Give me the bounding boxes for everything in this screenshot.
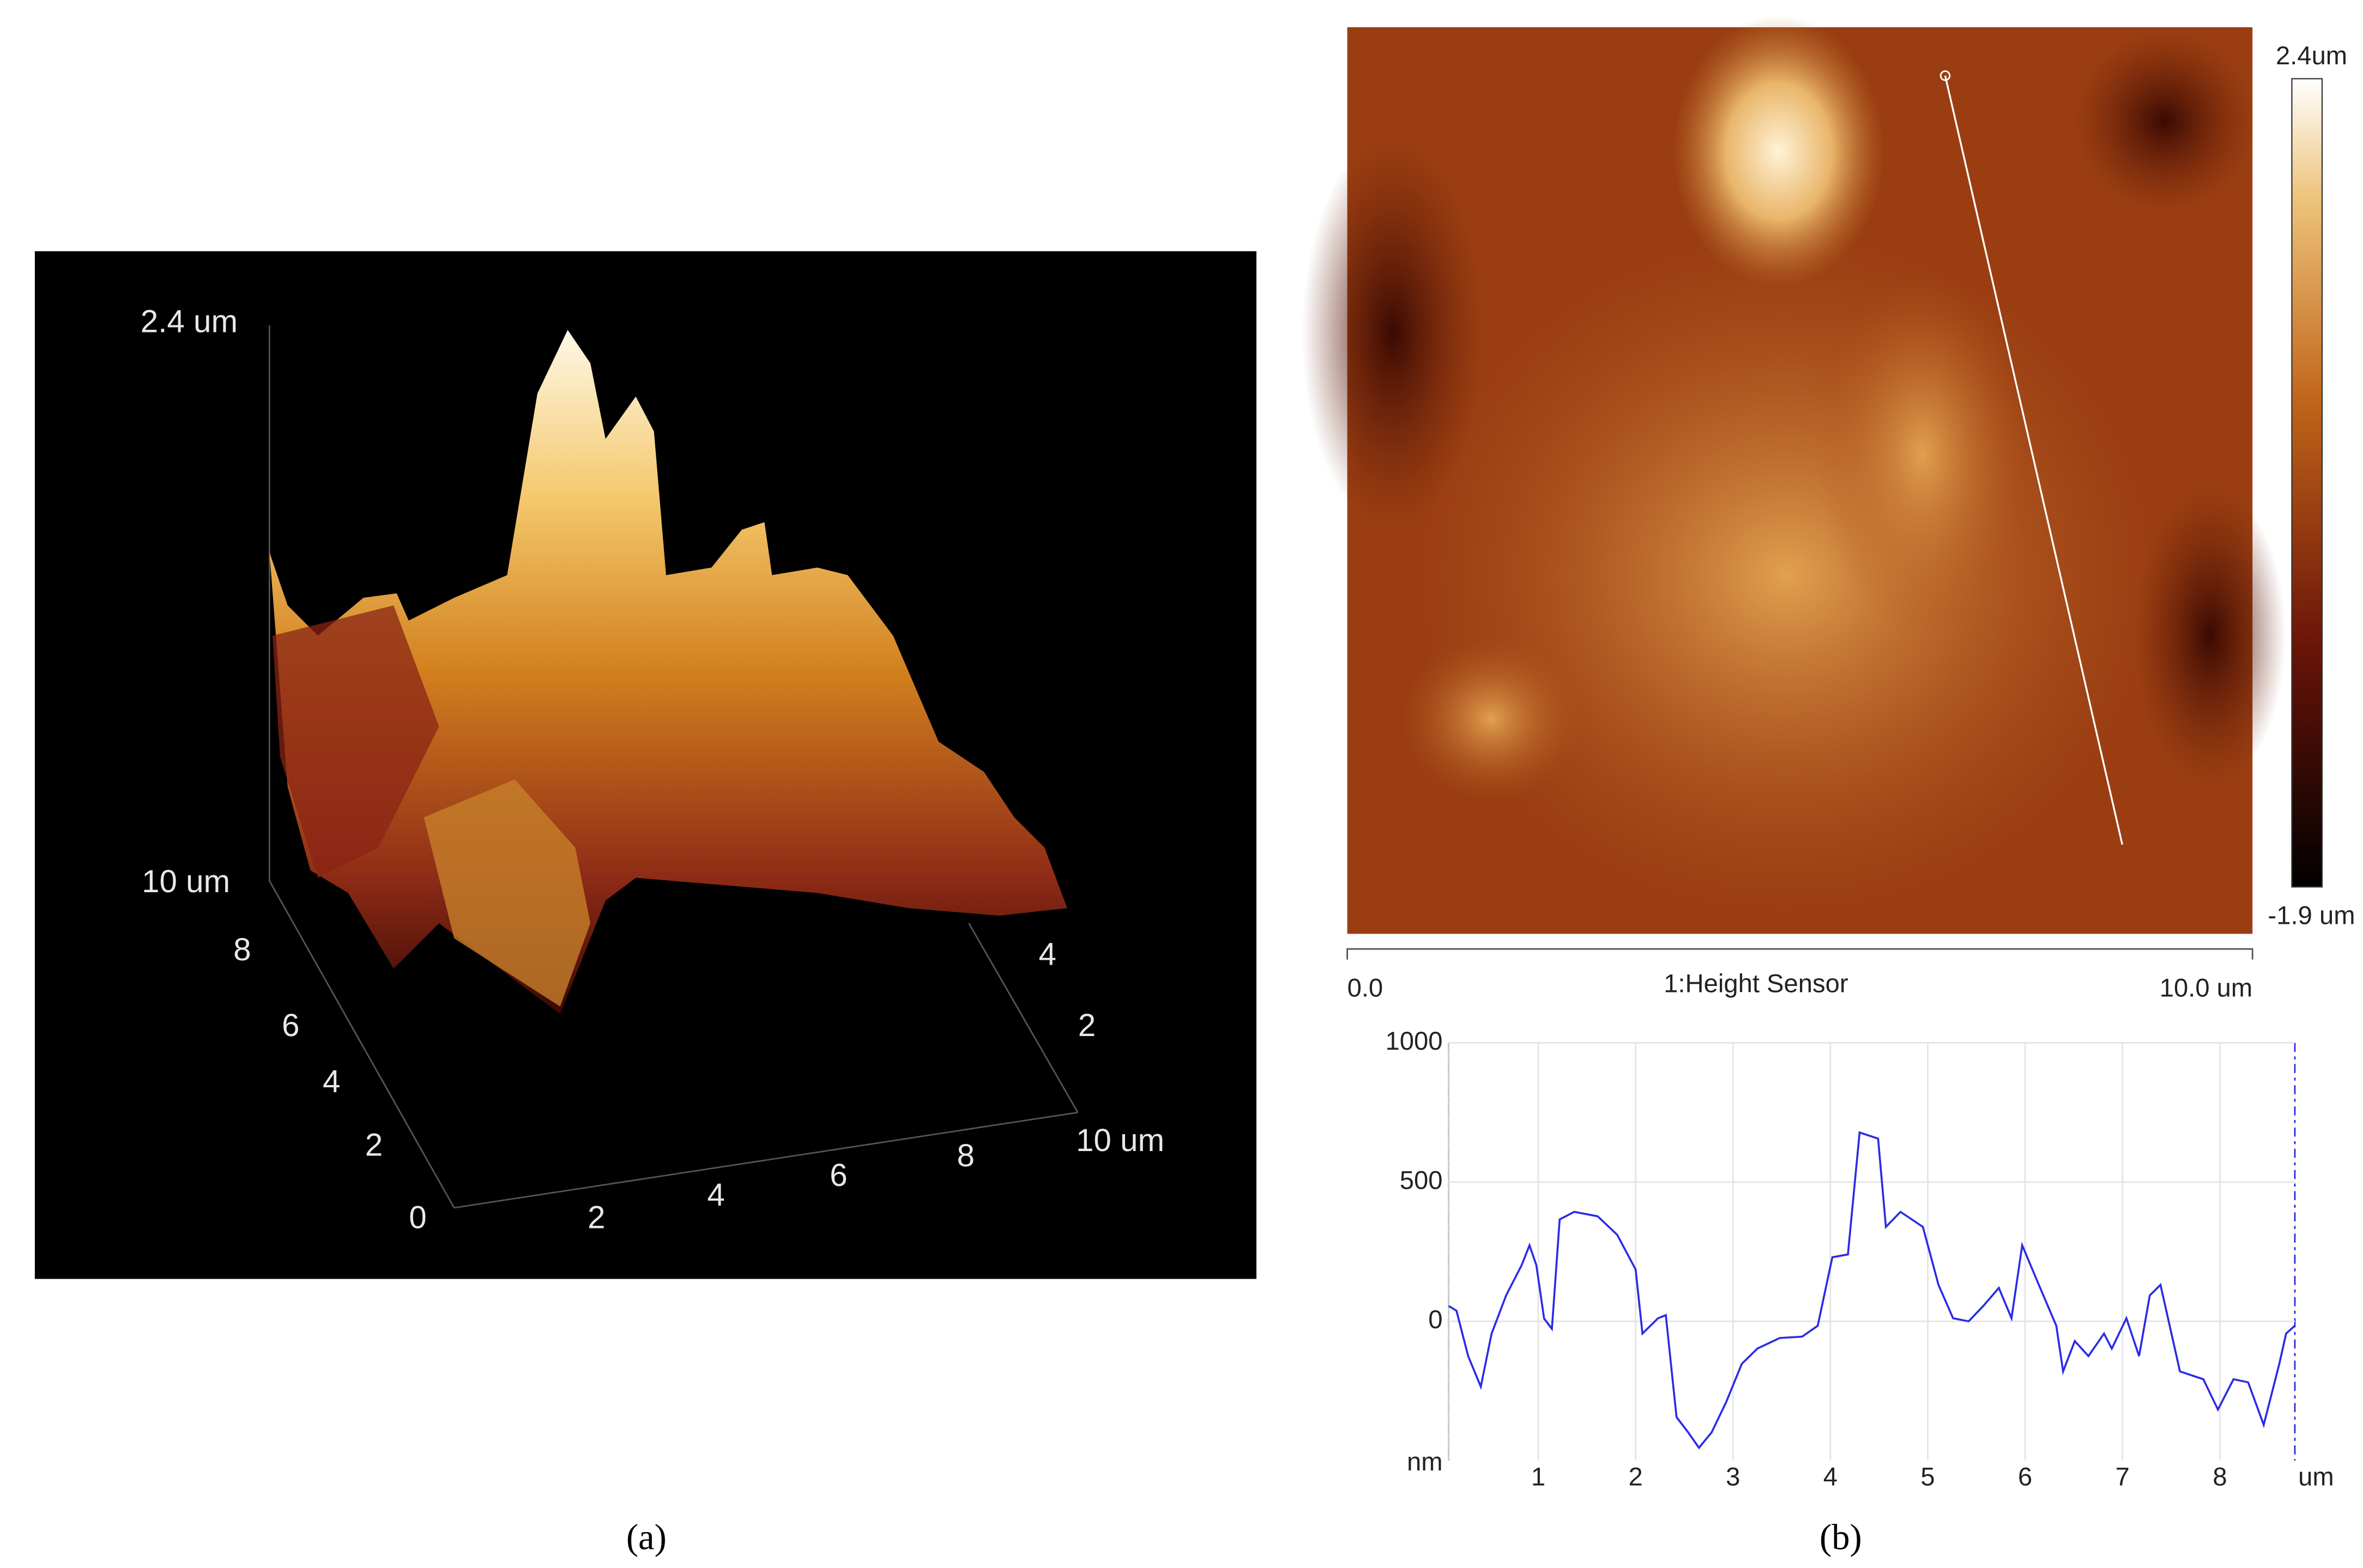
x-tick-label: 4: [1823, 1463, 1838, 1492]
profile-start: [1939, 70, 1951, 81]
scale-end: 10.0 um: [2160, 974, 2253, 1003]
panel-a: 2.4 um 10 um 8 6 4 2 0 2 4 6 8 10 um 4 2…: [34, 251, 1256, 1557]
afm-texture: [1672, 15, 1885, 288]
depth-tick-label: 6: [282, 1008, 299, 1043]
profile-line: [1944, 75, 2124, 845]
afm-texture: [2074, 30, 2256, 212]
afm-texture: [1302, 136, 1484, 530]
afm-texture: [2134, 484, 2286, 788]
colorbar-min: -1.9 um: [2268, 901, 2355, 930]
afm-texture: [1407, 227, 2165, 923]
x-tick-label: 1: [1531, 1463, 1545, 1492]
y-tick-label: 0: [1428, 1305, 1442, 1334]
depth-tick-label: 2: [365, 1127, 383, 1163]
x-tick-label: 5: [1920, 1463, 1935, 1492]
y-tick-label: 1000: [1386, 1027, 1443, 1056]
axes-3d: [268, 325, 1079, 1209]
x-tick-label: 6: [830, 1158, 847, 1193]
x-tick-label: 8: [2213, 1463, 2227, 1492]
y-tick-label: 500: [1400, 1166, 1443, 1195]
afm-texture: [1400, 635, 1582, 802]
surface-shade: [424, 779, 591, 1007]
z-label: 10 um: [142, 864, 230, 899]
z-label: 2.4 um: [141, 304, 238, 340]
colorbar-max: 2.4um: [2276, 41, 2347, 70]
caption: (a): [626, 1517, 667, 1557]
afm-texture: [1816, 272, 2029, 636]
depth-tick-label: 8: [233, 932, 251, 967]
x-tick-label: 6: [2018, 1463, 2032, 1492]
depth-tick-label: 4: [323, 1064, 340, 1099]
x-tick-label: 2: [588, 1200, 605, 1236]
x-tick-label: 2: [1629, 1463, 1643, 1492]
panel-b: 2.4um -1.9 um 0.0 1:Height Sensor 10.0 u…: [1302, 15, 2355, 1557]
right-tick-label: 2: [1078, 1008, 1096, 1043]
x-tick-label: 7: [2116, 1463, 2130, 1492]
x-tick-label: 4: [707, 1177, 724, 1213]
y-axis-label: nm: [1407, 1448, 1443, 1476]
profile-chart: 1000 500 0 1 2 3 4 5 6 7 8 nm um: [1386, 1027, 2334, 1492]
x-tick-label: 10 um: [1076, 1123, 1164, 1158]
colorbar: [2291, 78, 2323, 888]
x-tick-label: 3: [1726, 1463, 1740, 1492]
x-tick-label: 8: [957, 1138, 975, 1173]
channel-label: 1:Height Sensor: [1664, 969, 1848, 998]
x-axis-label: um: [2298, 1463, 2334, 1492]
right-tick-label: 4: [1039, 936, 1056, 972]
caption: (b): [1820, 1517, 1862, 1557]
depth-tick-label: 0: [409, 1200, 426, 1236]
profile-line: [1448, 1131, 2296, 1450]
surface-shade: [272, 605, 439, 878]
scale-bar: [1346, 948, 2253, 960]
scale-start: 0.0: [1347, 974, 1383, 1003]
